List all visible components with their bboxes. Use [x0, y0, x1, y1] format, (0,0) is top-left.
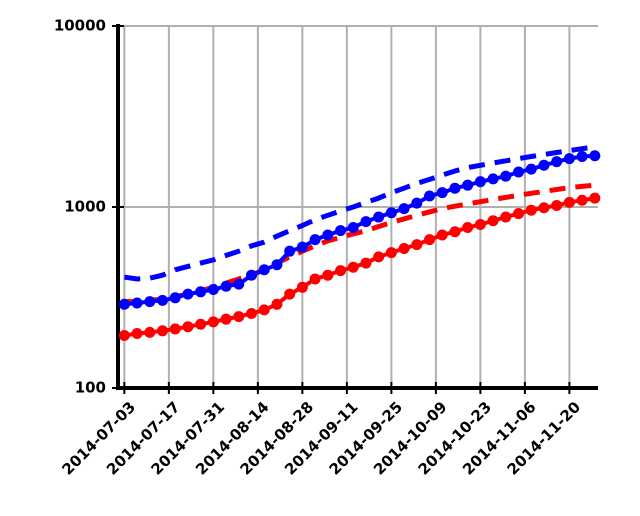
- data-point: [284, 245, 296, 257]
- data-point: [551, 156, 563, 168]
- data-point: [284, 288, 296, 300]
- y-tick-label: 1000: [64, 198, 106, 216]
- data-point: [131, 328, 143, 340]
- data-point: [563, 153, 575, 165]
- data-point: [576, 151, 588, 163]
- data-point: [538, 159, 550, 171]
- data-point: [195, 318, 207, 330]
- data-point: [131, 297, 143, 309]
- data-point: [182, 288, 194, 300]
- data-point: [360, 257, 372, 269]
- data-point: [385, 207, 397, 219]
- data-point: [373, 211, 385, 223]
- data-point: [271, 298, 283, 310]
- data-point: [474, 176, 486, 188]
- data-point: [118, 330, 130, 342]
- data-point: [589, 150, 601, 162]
- data-point: [411, 197, 423, 209]
- data-point: [462, 179, 474, 191]
- data-point: [246, 307, 258, 319]
- data-point: [538, 202, 550, 214]
- data-point: [436, 187, 448, 199]
- data-point: [157, 294, 169, 306]
- data-point: [513, 208, 525, 220]
- data-point: [296, 241, 308, 253]
- data-point: [589, 192, 601, 204]
- data-point: [220, 280, 232, 292]
- data-point: [500, 211, 512, 223]
- data-point: [424, 190, 436, 202]
- data-point: [144, 296, 156, 308]
- data-point: [411, 239, 423, 251]
- data-point: [576, 194, 588, 206]
- data-point: [474, 219, 486, 231]
- data-point: [322, 269, 334, 281]
- data-point: [322, 229, 334, 241]
- data-point: [398, 203, 410, 215]
- data-point: [500, 170, 512, 182]
- data-point: [487, 173, 499, 185]
- data-point: [347, 261, 359, 273]
- data-point: [335, 265, 347, 277]
- data-point: [449, 226, 461, 238]
- data-point: [449, 182, 461, 194]
- data-point: [436, 229, 448, 241]
- data-point: [487, 215, 499, 227]
- data-point: [207, 284, 219, 296]
- data-point: [525, 163, 537, 175]
- data-point: [296, 281, 308, 293]
- data-point: [169, 323, 181, 335]
- data-point: [309, 234, 321, 246]
- data-point: [373, 251, 385, 263]
- data-point: [551, 199, 563, 211]
- data-point: [246, 269, 258, 281]
- data-point: [207, 316, 219, 328]
- data-point: [513, 166, 525, 178]
- data-point: [525, 204, 537, 216]
- data-point: [157, 325, 169, 337]
- data-point: [220, 313, 232, 325]
- data-point: [398, 242, 410, 254]
- data-point: [233, 311, 245, 323]
- data-point: [360, 216, 372, 228]
- data-point: [335, 225, 347, 237]
- data-point: [462, 222, 474, 234]
- data-point: [195, 286, 207, 298]
- data-point: [347, 222, 359, 234]
- y-tick-label: 100: [75, 379, 106, 397]
- y-tick-label: 10000: [54, 17, 106, 35]
- data-point: [233, 278, 245, 290]
- data-point: [258, 264, 270, 276]
- data-point: [309, 273, 321, 285]
- data-point: [144, 326, 156, 338]
- data-point: [385, 247, 397, 259]
- series-line: [124, 144, 596, 282]
- data-point: [182, 321, 194, 333]
- data-point: [271, 259, 283, 271]
- data-point: [563, 196, 575, 208]
- data-point: [424, 234, 436, 246]
- data-point: [118, 298, 130, 310]
- data-point: [169, 292, 181, 304]
- data-point: [258, 304, 270, 316]
